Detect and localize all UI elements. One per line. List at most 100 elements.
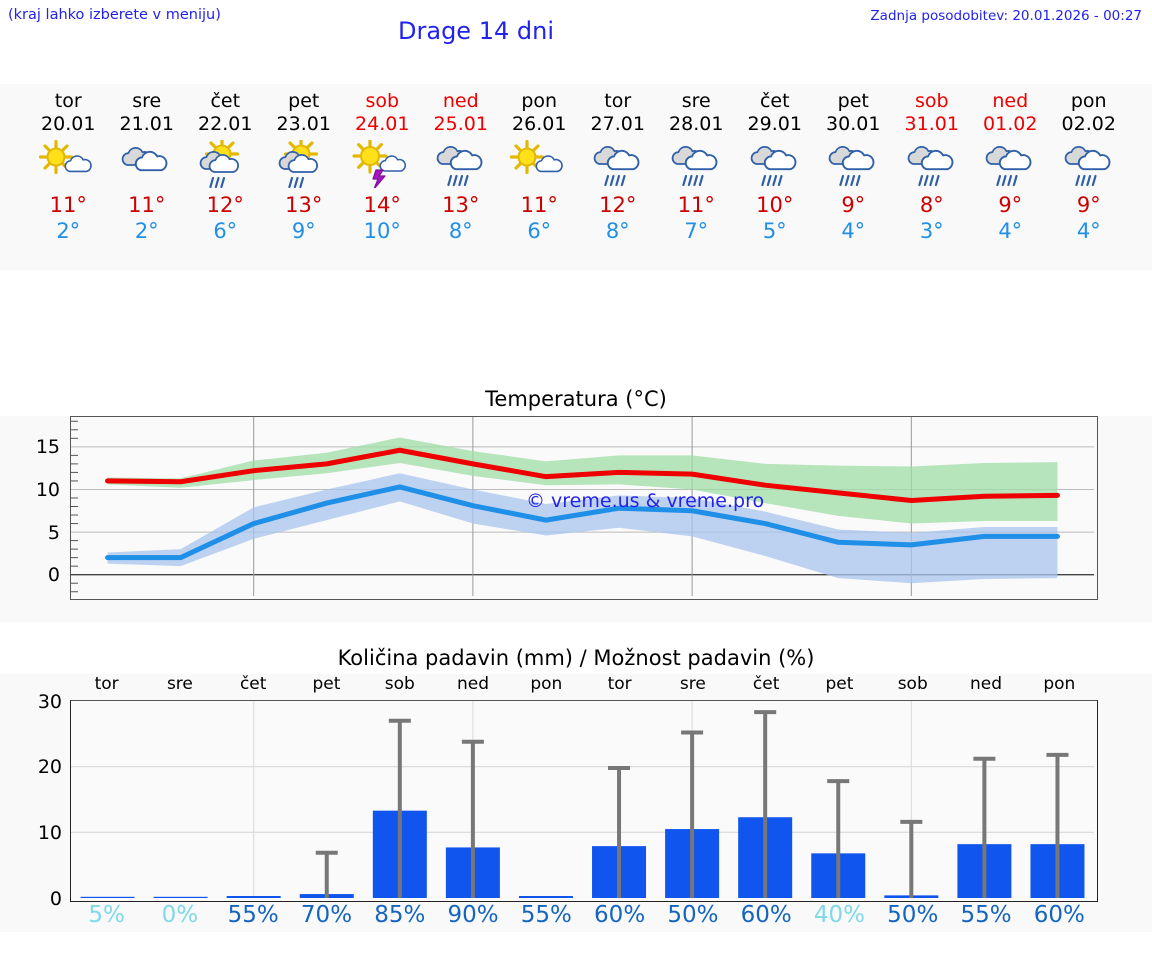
day-date: 22.01	[198, 113, 253, 135]
precipitation-probability: 85%	[374, 902, 426, 928]
day-column[interactable]: sre 21.01 11° 2°	[108, 84, 187, 270]
day-temp-min: 9°	[291, 219, 316, 243]
day-temp-max: 11°	[128, 193, 166, 217]
day-column[interactable]: tor 20.01 11° 2°	[29, 84, 108, 270]
cloud-rain-icon	[665, 138, 727, 190]
day-date: 01.02	[983, 113, 1038, 135]
precipitation-probability: 60%	[594, 902, 646, 928]
temperature-plot-area: © vreme.us & vreme.pro	[70, 416, 1098, 600]
day-date: 27.01	[590, 113, 645, 135]
day-name: tor	[54, 90, 82, 112]
day-date: 26.01	[512, 113, 567, 135]
cloudy-icon	[116, 138, 178, 190]
precipitation-day-label: čet	[752, 674, 780, 694]
precipitation-probability: 5%	[88, 902, 125, 928]
day-temp-max: 11°	[677, 193, 715, 217]
day-temp-max: 10°	[756, 193, 794, 217]
day-date: 31.01	[904, 113, 959, 135]
cloud-rain-icon	[979, 138, 1041, 190]
day-date: 25.01	[433, 113, 488, 135]
precipitation-probability: 55%	[520, 902, 572, 928]
day-name: sob	[914, 90, 949, 112]
precipitation-plot-area	[70, 700, 1098, 902]
temperature-chart-panel: Temperatura (°C) © vreme.us & vreme.pro …	[0, 382, 1152, 622]
sun-cloud-rain-icon	[194, 138, 256, 190]
day-name: sob	[365, 90, 400, 112]
day-temp-max: 13°	[442, 193, 480, 217]
cloud-rain-icon	[744, 138, 806, 190]
day-name: ned	[442, 90, 479, 112]
precipitation-day-label: pet	[825, 674, 854, 694]
temperature-y-tick-label: 5	[47, 521, 60, 544]
sun-cloud-icon	[508, 138, 570, 190]
precipitation-chart-panel: Količina padavin (mm) / Možnost padavin …	[0, 642, 1152, 932]
page-title: Drage 14 dni	[398, 17, 554, 45]
daily-forecast-strip: tor 20.01 11° 2° sre 21.01 11° 2° čet 22.01 12° 6° p…	[0, 84, 1152, 270]
day-column[interactable]: čet 29.01 10° 5°	[736, 84, 815, 270]
day-column[interactable]: pet 30.01 9° 4°	[814, 84, 893, 270]
temperature-y-tick-label: 0	[47, 564, 60, 587]
day-date: 24.01	[355, 113, 410, 135]
day-temp-min: 2°	[134, 219, 159, 243]
day-name: pet	[288, 90, 320, 112]
temperature-y-tick-label: 15	[35, 436, 60, 459]
watermark: © vreme.us & vreme.pro	[526, 490, 765, 512]
day-temp-min: 8°	[448, 219, 473, 243]
day-date: 20.01	[41, 113, 96, 135]
day-temp-max: 13°	[285, 193, 323, 217]
day-name: sre	[132, 90, 162, 112]
day-date: 02.02	[1061, 113, 1116, 135]
day-temp-min: 7°	[684, 219, 709, 243]
day-temp-min: 5°	[762, 219, 787, 243]
precipitation-probability: 60%	[1033, 902, 1085, 928]
day-temp-min: 4°	[998, 219, 1023, 243]
day-column[interactable]: sre 28.01 11° 7°	[657, 84, 736, 270]
cloud-rain-icon	[430, 138, 492, 190]
day-temp-min: 8°	[605, 219, 630, 243]
temperature-y-tick-label: 10	[35, 478, 60, 501]
precipitation-probability: 70%	[300, 902, 353, 928]
day-temp-max: 9°	[841, 193, 866, 217]
day-column[interactable]: pon 02.02 9° 4°	[1050, 84, 1129, 270]
precipitation-day-label: sre	[679, 674, 706, 694]
precipitation-probability: 55%	[960, 902, 1012, 928]
cloud-rain-icon	[587, 138, 649, 190]
day-name: pon	[1070, 90, 1107, 112]
cloud-rain-icon	[822, 138, 884, 190]
precipitation-day-label: sre	[166, 674, 193, 694]
day-date: 29.01	[747, 113, 802, 135]
day-temp-max: 8°	[919, 193, 944, 217]
precipitation-probability: 50%	[667, 902, 719, 928]
location-menu-note[interactable]: (kraj lahko izberete v meniju)	[8, 7, 221, 23]
precipitation-y-tick-label: 10	[37, 821, 62, 844]
day-name: čet	[759, 90, 790, 112]
day-temp-max: 11°	[49, 193, 87, 217]
day-name: pon	[521, 90, 558, 112]
day-temp-max: 12°	[599, 193, 637, 217]
day-column[interactable]: tor 27.01 12° 8°	[579, 84, 658, 270]
temperature-chart-title: Temperatura (°C)	[0, 382, 1152, 416]
precipitation-day-labels: tor sre čet pet sob ned pon tor sre čet pet sob ned p…	[70, 670, 1096, 698]
precipitation-day-label: pon	[530, 674, 563, 694]
precipitation-probability: 55%	[227, 902, 279, 928]
precipitation-y-tick-label: 30	[37, 690, 62, 713]
sun-cloud-icon	[37, 138, 99, 190]
precipitation-day-label: sob	[384, 674, 415, 694]
cloud-rain-icon	[1058, 138, 1120, 190]
day-temp-min: 2°	[56, 219, 81, 243]
day-name: tor	[604, 90, 632, 112]
day-column[interactable]: čet 22.01 12° 6°	[186, 84, 265, 270]
precipitation-probability: 60%	[740, 902, 792, 928]
days-strip-left-spacer	[0, 84, 29, 270]
day-column[interactable]: pet 23.01 13° 9°	[265, 84, 344, 270]
day-date: 21.01	[119, 113, 174, 135]
day-column[interactable]: ned 25.01 13° 8°	[422, 84, 501, 270]
day-column[interactable]: ned 01.02 9° 4°	[971, 84, 1050, 270]
day-column[interactable]: pon 26.01 11° 6°	[500, 84, 579, 270]
precipitation-day-label: čet	[239, 674, 267, 694]
day-temp-min: 10°	[363, 219, 401, 243]
day-temp-max: 14°	[363, 193, 401, 217]
day-column[interactable]: sob 31.01 8° 3°	[893, 84, 972, 270]
day-column[interactable]: sob 24.01 14° 10°	[343, 84, 422, 270]
day-date: 23.01	[276, 113, 331, 135]
